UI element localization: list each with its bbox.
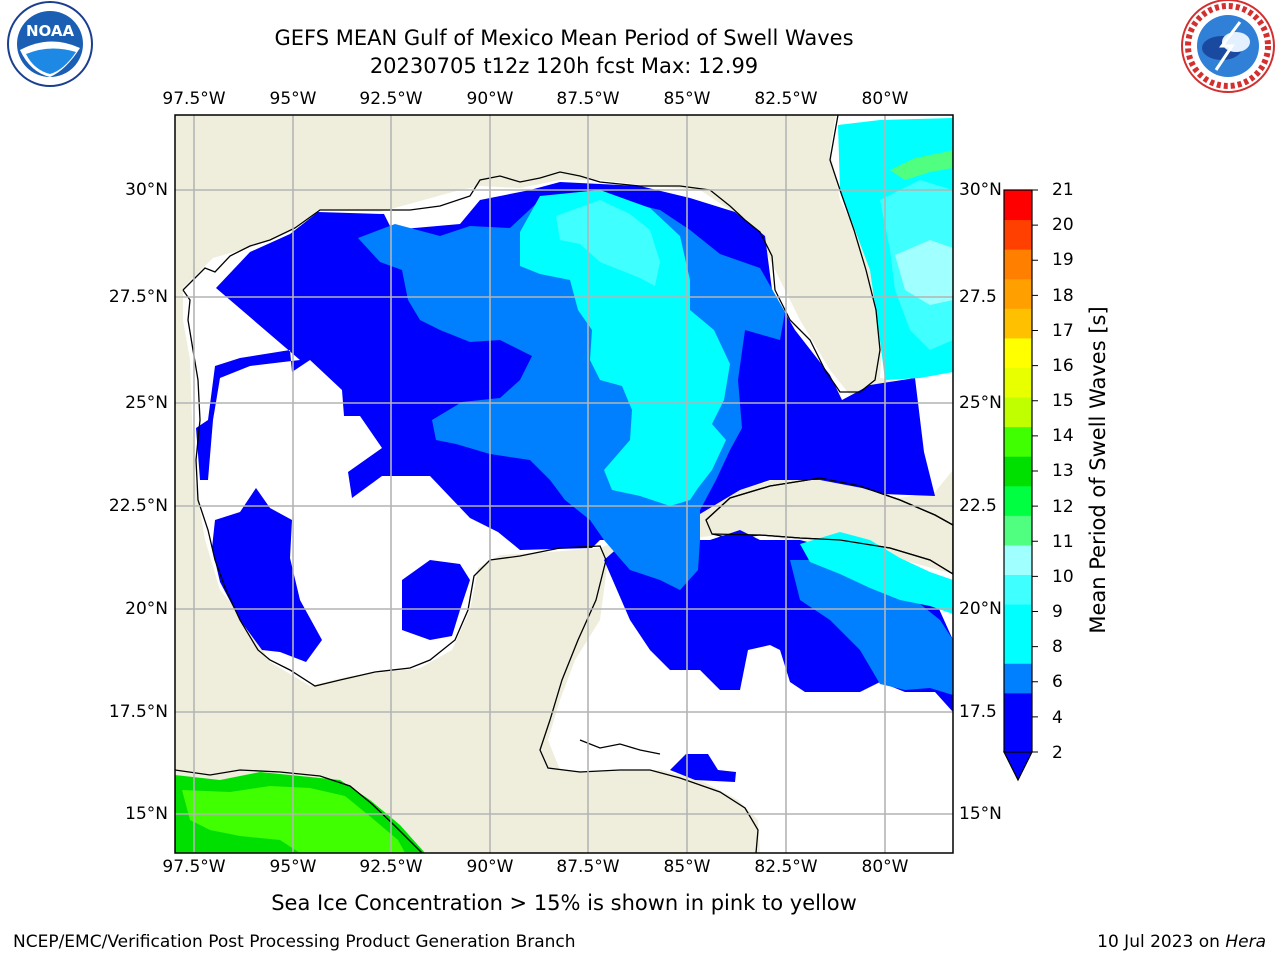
colorbar-bin bbox=[1004, 456, 1032, 487]
lat-label-right: 15°N bbox=[959, 804, 1002, 824]
lon-label-bottom: 85°W bbox=[663, 857, 711, 877]
colorbar-bin bbox=[1004, 249, 1032, 280]
colorbar-tick: 2 bbox=[1052, 743, 1063, 763]
colorbar-tick: 15 bbox=[1052, 391, 1074, 411]
colorbar-bin bbox=[1004, 485, 1032, 516]
lat-label-left: 15°N bbox=[125, 804, 168, 824]
colorbar-bin bbox=[1004, 367, 1032, 398]
lon-label-top: 87.5°W bbox=[556, 89, 620, 109]
lon-label-bottom: 82.5°W bbox=[754, 857, 818, 877]
colorbar-bin bbox=[1004, 604, 1032, 635]
gridlines bbox=[175, 115, 953, 853]
lon-label-top: 80°W bbox=[861, 89, 909, 109]
credit-text: NCEP/EMC/Verification Post Processing Pr… bbox=[13, 932, 576, 952]
colorbar-tick: 8 bbox=[1052, 637, 1063, 657]
lat-label-right: 27.5 bbox=[959, 287, 997, 307]
colorbar-tick: 6 bbox=[1052, 672, 1063, 692]
colorbar-tick: 18 bbox=[1052, 286, 1074, 306]
lon-label-top: 90°W bbox=[466, 89, 514, 109]
colorbar-tick: 14 bbox=[1052, 426, 1074, 446]
colorbar-bin bbox=[1004, 574, 1032, 605]
colorbar-tick: 16 bbox=[1052, 356, 1074, 376]
colorbar-tick: 13 bbox=[1052, 461, 1074, 481]
colorbar-bin bbox=[1004, 515, 1032, 546]
colorbar-bin bbox=[1004, 219, 1032, 250]
chart-title: GEFS MEAN Gulf of Mexico Mean Period of … bbox=[274, 26, 854, 50]
noaa-logo: NOAA bbox=[7, 1, 93, 87]
colorbar-under-arrow bbox=[1003, 751, 1033, 782]
swell-5-7 bbox=[520, 190, 730, 506]
colorbar-tick: 9 bbox=[1052, 602, 1063, 622]
nws-logo bbox=[1181, 0, 1275, 93]
colorbar-bin bbox=[1004, 278, 1032, 309]
lon-label-bottom: 87.5°W bbox=[556, 857, 620, 877]
lon-label-bottom: 97.5°W bbox=[162, 857, 226, 877]
colorbar-bin bbox=[1004, 397, 1032, 428]
colorbar-bin bbox=[1004, 663, 1032, 694]
lat-label-left: 22.5°N bbox=[108, 496, 168, 516]
colorbar-tick: 12 bbox=[1052, 497, 1074, 517]
lat-label-left: 27.5°N bbox=[108, 287, 168, 307]
colorbar-bin bbox=[1004, 337, 1032, 368]
colorbar-bin bbox=[1004, 692, 1032, 753]
colorbar-tick: 4 bbox=[1052, 708, 1063, 728]
lon-label-bottom: 90°W bbox=[466, 857, 514, 877]
colorbar-bin bbox=[1004, 633, 1032, 664]
colorbar-label: Mean Period of Swell Waves [s] bbox=[1086, 306, 1110, 634]
swell-9-10-atlantic bbox=[890, 150, 953, 180]
run-date: 10 Jul 2023 on Hera bbox=[1097, 932, 1266, 952]
colorbar-bin bbox=[1004, 544, 1032, 576]
lon-label-top: 95°W bbox=[269, 89, 317, 109]
coastlines bbox=[175, 115, 953, 853]
colorbar-tick: 21 bbox=[1052, 180, 1074, 200]
lat-label-left: 20°N bbox=[125, 599, 168, 619]
chart-subtitle: 20230705 t12z 120h fcst Max: 12.99 bbox=[369, 54, 759, 78]
lat-label-left: 30°N bbox=[125, 180, 168, 200]
lat-label-left: 25°N bbox=[125, 393, 168, 413]
swell-2-4-patch-yucatan bbox=[402, 560, 470, 640]
lon-label-top: 92.5°W bbox=[359, 89, 423, 109]
lon-label-bottom: 95°W bbox=[269, 857, 317, 877]
lat-label-right: 25°N bbox=[959, 393, 1002, 413]
colorbar bbox=[1003, 189, 1038, 782]
swell-7-8 bbox=[556, 200, 660, 286]
swell-4-5-caribbean bbox=[790, 560, 953, 695]
lon-label-top: 97.5°W bbox=[162, 89, 226, 109]
noaa-logo-text: NOAA bbox=[26, 22, 75, 40]
colorbar-tick: 20 bbox=[1052, 215, 1074, 235]
colorbar-tick: 10 bbox=[1052, 567, 1074, 587]
lon-label-top: 82.5°W bbox=[754, 89, 818, 109]
colorbar-tick: 19 bbox=[1052, 250, 1074, 270]
colorbar-bin bbox=[1004, 308, 1032, 339]
host-name: Hera bbox=[1225, 932, 1266, 952]
lat-label-right: 22.5 bbox=[959, 496, 997, 516]
lat-label-right: 17.5 bbox=[959, 702, 997, 722]
sea-ice-note: Sea Ice Concentration > 15% is shown in … bbox=[271, 891, 857, 915]
colorbar-tick: 17 bbox=[1052, 321, 1074, 341]
lat-label-right: 30°N bbox=[959, 180, 1002, 200]
run-date-text: 10 Jul 2023 on bbox=[1097, 932, 1220, 952]
swell-8-9-atlantic bbox=[895, 240, 953, 305]
colorbar-bin bbox=[1004, 426, 1032, 457]
lon-label-bottom: 92.5°W bbox=[359, 857, 423, 877]
lat-label-left: 17.5°N bbox=[108, 702, 168, 722]
colorbar-tick: 11 bbox=[1052, 532, 1074, 552]
lat-label-right: 20°N bbox=[959, 599, 1002, 619]
swell-5-7-caribbean bbox=[800, 532, 953, 614]
lon-label-bottom: 80°W bbox=[861, 857, 909, 877]
colorbar-bin bbox=[1004, 190, 1032, 221]
map-frame bbox=[174, 114, 954, 854]
lon-label-top: 85°W bbox=[663, 89, 711, 109]
